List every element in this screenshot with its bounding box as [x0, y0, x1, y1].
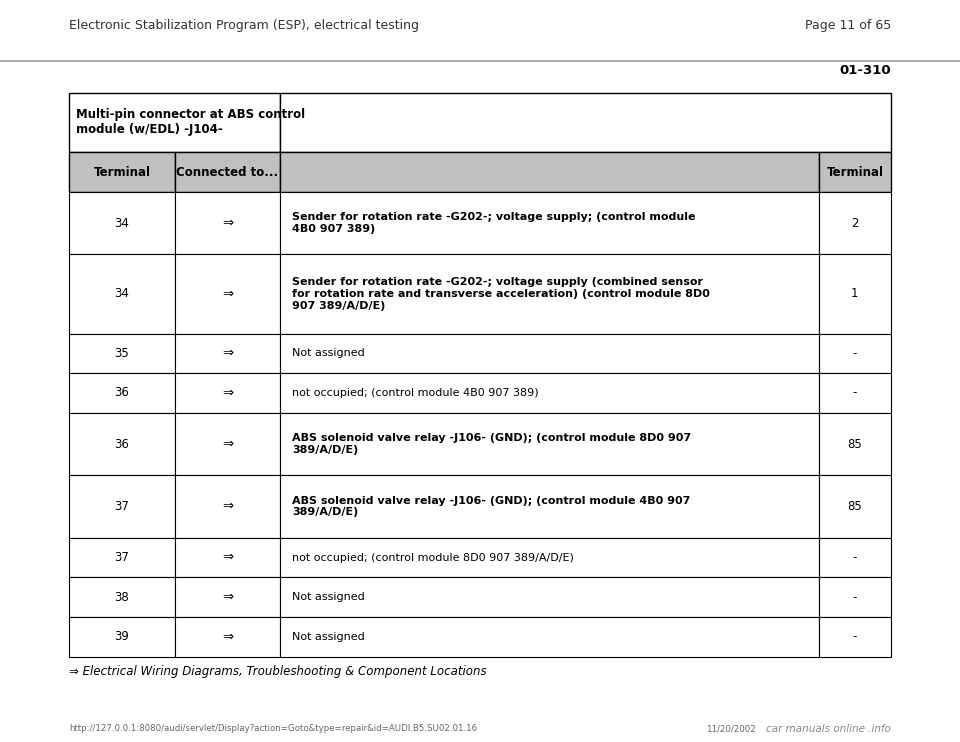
Text: not occupied; (control module 8D0 907 389/A/D/E): not occupied; (control module 8D0 907 38…	[292, 553, 574, 562]
Bar	[819, 373, 891, 413]
Bar	[280, 413, 819, 476]
Bar	[175, 577, 280, 617]
Text: -: -	[852, 551, 857, 564]
Bar	[69, 373, 175, 413]
Text: car manuals online .info: car manuals online .info	[766, 723, 891, 734]
Bar	[819, 255, 891, 334]
Bar	[175, 538, 280, 577]
Bar	[69, 255, 175, 334]
Bar	[819, 538, 891, 577]
Bar	[280, 255, 819, 334]
Text: ⇒: ⇒	[222, 287, 233, 301]
Bar	[175, 413, 280, 476]
Text: 34: 34	[114, 287, 130, 301]
Text: ⇒: ⇒	[222, 217, 233, 229]
Bar	[819, 476, 891, 538]
Text: 38: 38	[114, 591, 130, 604]
Text: ABS solenoid valve relay -J106- (GND); (control module 4B0 907
389/A/D/E): ABS solenoid valve relay -J106- (GND); (…	[292, 496, 690, 517]
Bar	[280, 192, 819, 255]
Bar	[280, 373, 819, 413]
Text: ⇒: ⇒	[222, 631, 233, 643]
Text: 37: 37	[114, 500, 130, 513]
Bar	[69, 538, 175, 577]
Text: 39: 39	[114, 631, 130, 643]
Text: Page 11 of 65: Page 11 of 65	[804, 19, 891, 33]
Text: Connected to...: Connected to...	[177, 165, 278, 179]
Bar	[819, 334, 891, 373]
Bar	[69, 334, 175, 373]
Bar	[175, 476, 280, 538]
Text: Terminal: Terminal	[93, 165, 151, 179]
Text: Terminal: Terminal	[827, 165, 883, 179]
Text: http://127.0.0.1:8080/audi/servlet/Display?action=Goto&type=repair&id=AUDI.B5.SU: http://127.0.0.1:8080/audi/servlet/Displ…	[69, 724, 477, 733]
Text: ⇒: ⇒	[222, 551, 233, 564]
Bar	[175, 152, 280, 192]
Text: 01-310: 01-310	[839, 64, 891, 77]
Text: 1: 1	[852, 287, 858, 301]
Text: Not assigned: Not assigned	[292, 632, 365, 642]
Text: Not assigned: Not assigned	[292, 349, 365, 358]
Text: ⇒: ⇒	[222, 591, 233, 604]
Text: ⇒: ⇒	[222, 438, 233, 450]
Text: 34: 34	[114, 217, 130, 229]
Text: 85: 85	[848, 438, 862, 450]
Text: Multi-pin connector at ABS control
module (w/EDL) -J104-: Multi-pin connector at ABS control modul…	[76, 108, 305, 137]
Bar	[819, 577, 891, 617]
Text: Electronic Stabilization Program (ESP), electrical testing: Electronic Stabilization Program (ESP), …	[69, 19, 420, 33]
Text: -: -	[852, 387, 857, 399]
Bar	[280, 617, 819, 657]
Bar	[175, 617, 280, 657]
Bar	[69, 476, 175, 538]
Text: 36: 36	[114, 387, 130, 399]
Bar	[280, 538, 819, 577]
Text: -: -	[852, 631, 857, 643]
Bar	[175, 334, 280, 373]
Text: Sender for rotation rate -G202-; voltage supply (combined sensor
for rotation ra: Sender for rotation rate -G202-; voltage…	[292, 278, 709, 311]
Bar	[819, 413, 891, 476]
Bar	[280, 577, 819, 617]
Bar	[69, 192, 175, 255]
Text: ⇒: ⇒	[222, 347, 233, 360]
Bar	[175, 373, 280, 413]
Text: 2: 2	[852, 217, 858, 229]
Text: 11/20/2002: 11/20/2002	[706, 724, 756, 733]
Bar	[280, 93, 891, 152]
Bar	[69, 413, 175, 476]
Text: -: -	[852, 591, 857, 604]
Bar	[69, 93, 280, 152]
Text: Not assigned: Not assigned	[292, 592, 365, 603]
Text: Sender for rotation rate -G202-; voltage supply; (control module
4B0 907 389): Sender for rotation rate -G202-; voltage…	[292, 212, 695, 234]
Text: ABS solenoid valve relay -J106- (GND); (control module 8D0 907
389/A/D/E): ABS solenoid valve relay -J106- (GND); (…	[292, 433, 691, 455]
Bar	[280, 334, 819, 373]
Bar	[280, 476, 819, 538]
Bar	[819, 617, 891, 657]
Text: 36: 36	[114, 438, 130, 450]
Bar	[69, 152, 175, 192]
Text: ⇒: ⇒	[222, 500, 233, 513]
Text: 37: 37	[114, 551, 130, 564]
Text: 85: 85	[848, 500, 862, 513]
Text: ⇒ Electrical Wiring Diagrams, Troubleshooting & Component Locations: ⇒ Electrical Wiring Diagrams, Troublesho…	[69, 665, 487, 678]
Bar	[69, 617, 175, 657]
Text: ⇒: ⇒	[222, 387, 233, 399]
Bar	[69, 577, 175, 617]
Text: 35: 35	[114, 347, 130, 360]
Bar	[175, 192, 280, 255]
Text: -: -	[852, 347, 857, 360]
Bar	[280, 152, 819, 192]
Bar	[819, 192, 891, 255]
Bar	[175, 255, 280, 334]
Bar	[819, 152, 891, 192]
Text: not occupied; (control module 4B0 907 389): not occupied; (control module 4B0 907 38…	[292, 388, 539, 398]
